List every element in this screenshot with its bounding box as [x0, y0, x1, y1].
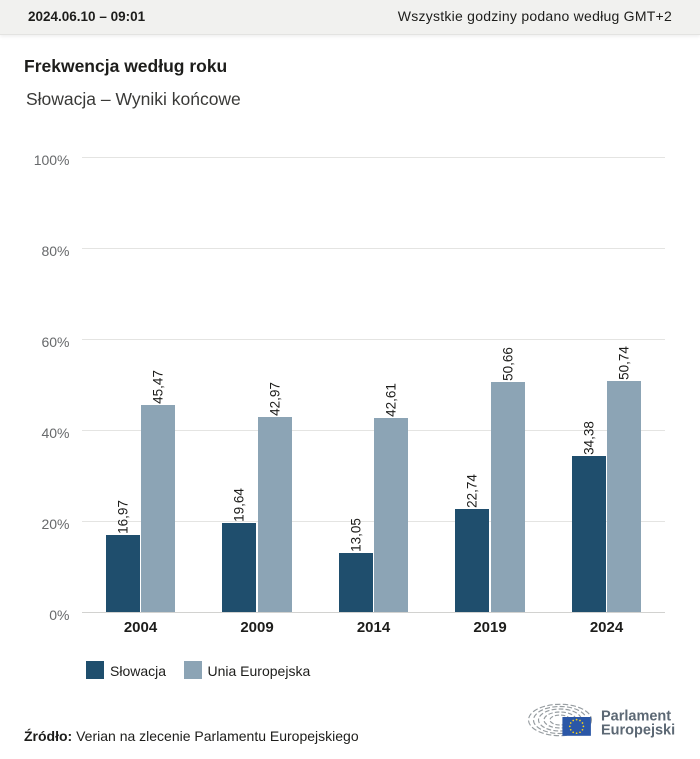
svg-text:Parlament: Parlament [601, 709, 671, 725]
svg-text:Europejski: Europejski [601, 723, 675, 739]
